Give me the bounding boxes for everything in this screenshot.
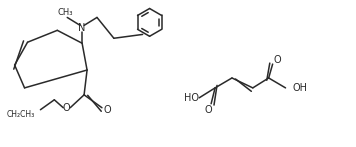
Text: CH₂CH₃: CH₂CH₃ [6,110,35,119]
Text: O: O [204,105,212,115]
Text: O: O [103,105,111,115]
Text: HO: HO [184,93,199,103]
Text: CH₃: CH₃ [57,8,73,17]
Text: O: O [62,103,70,113]
Text: O: O [274,55,281,65]
Text: OH: OH [293,83,308,93]
Text: N: N [78,23,86,33]
